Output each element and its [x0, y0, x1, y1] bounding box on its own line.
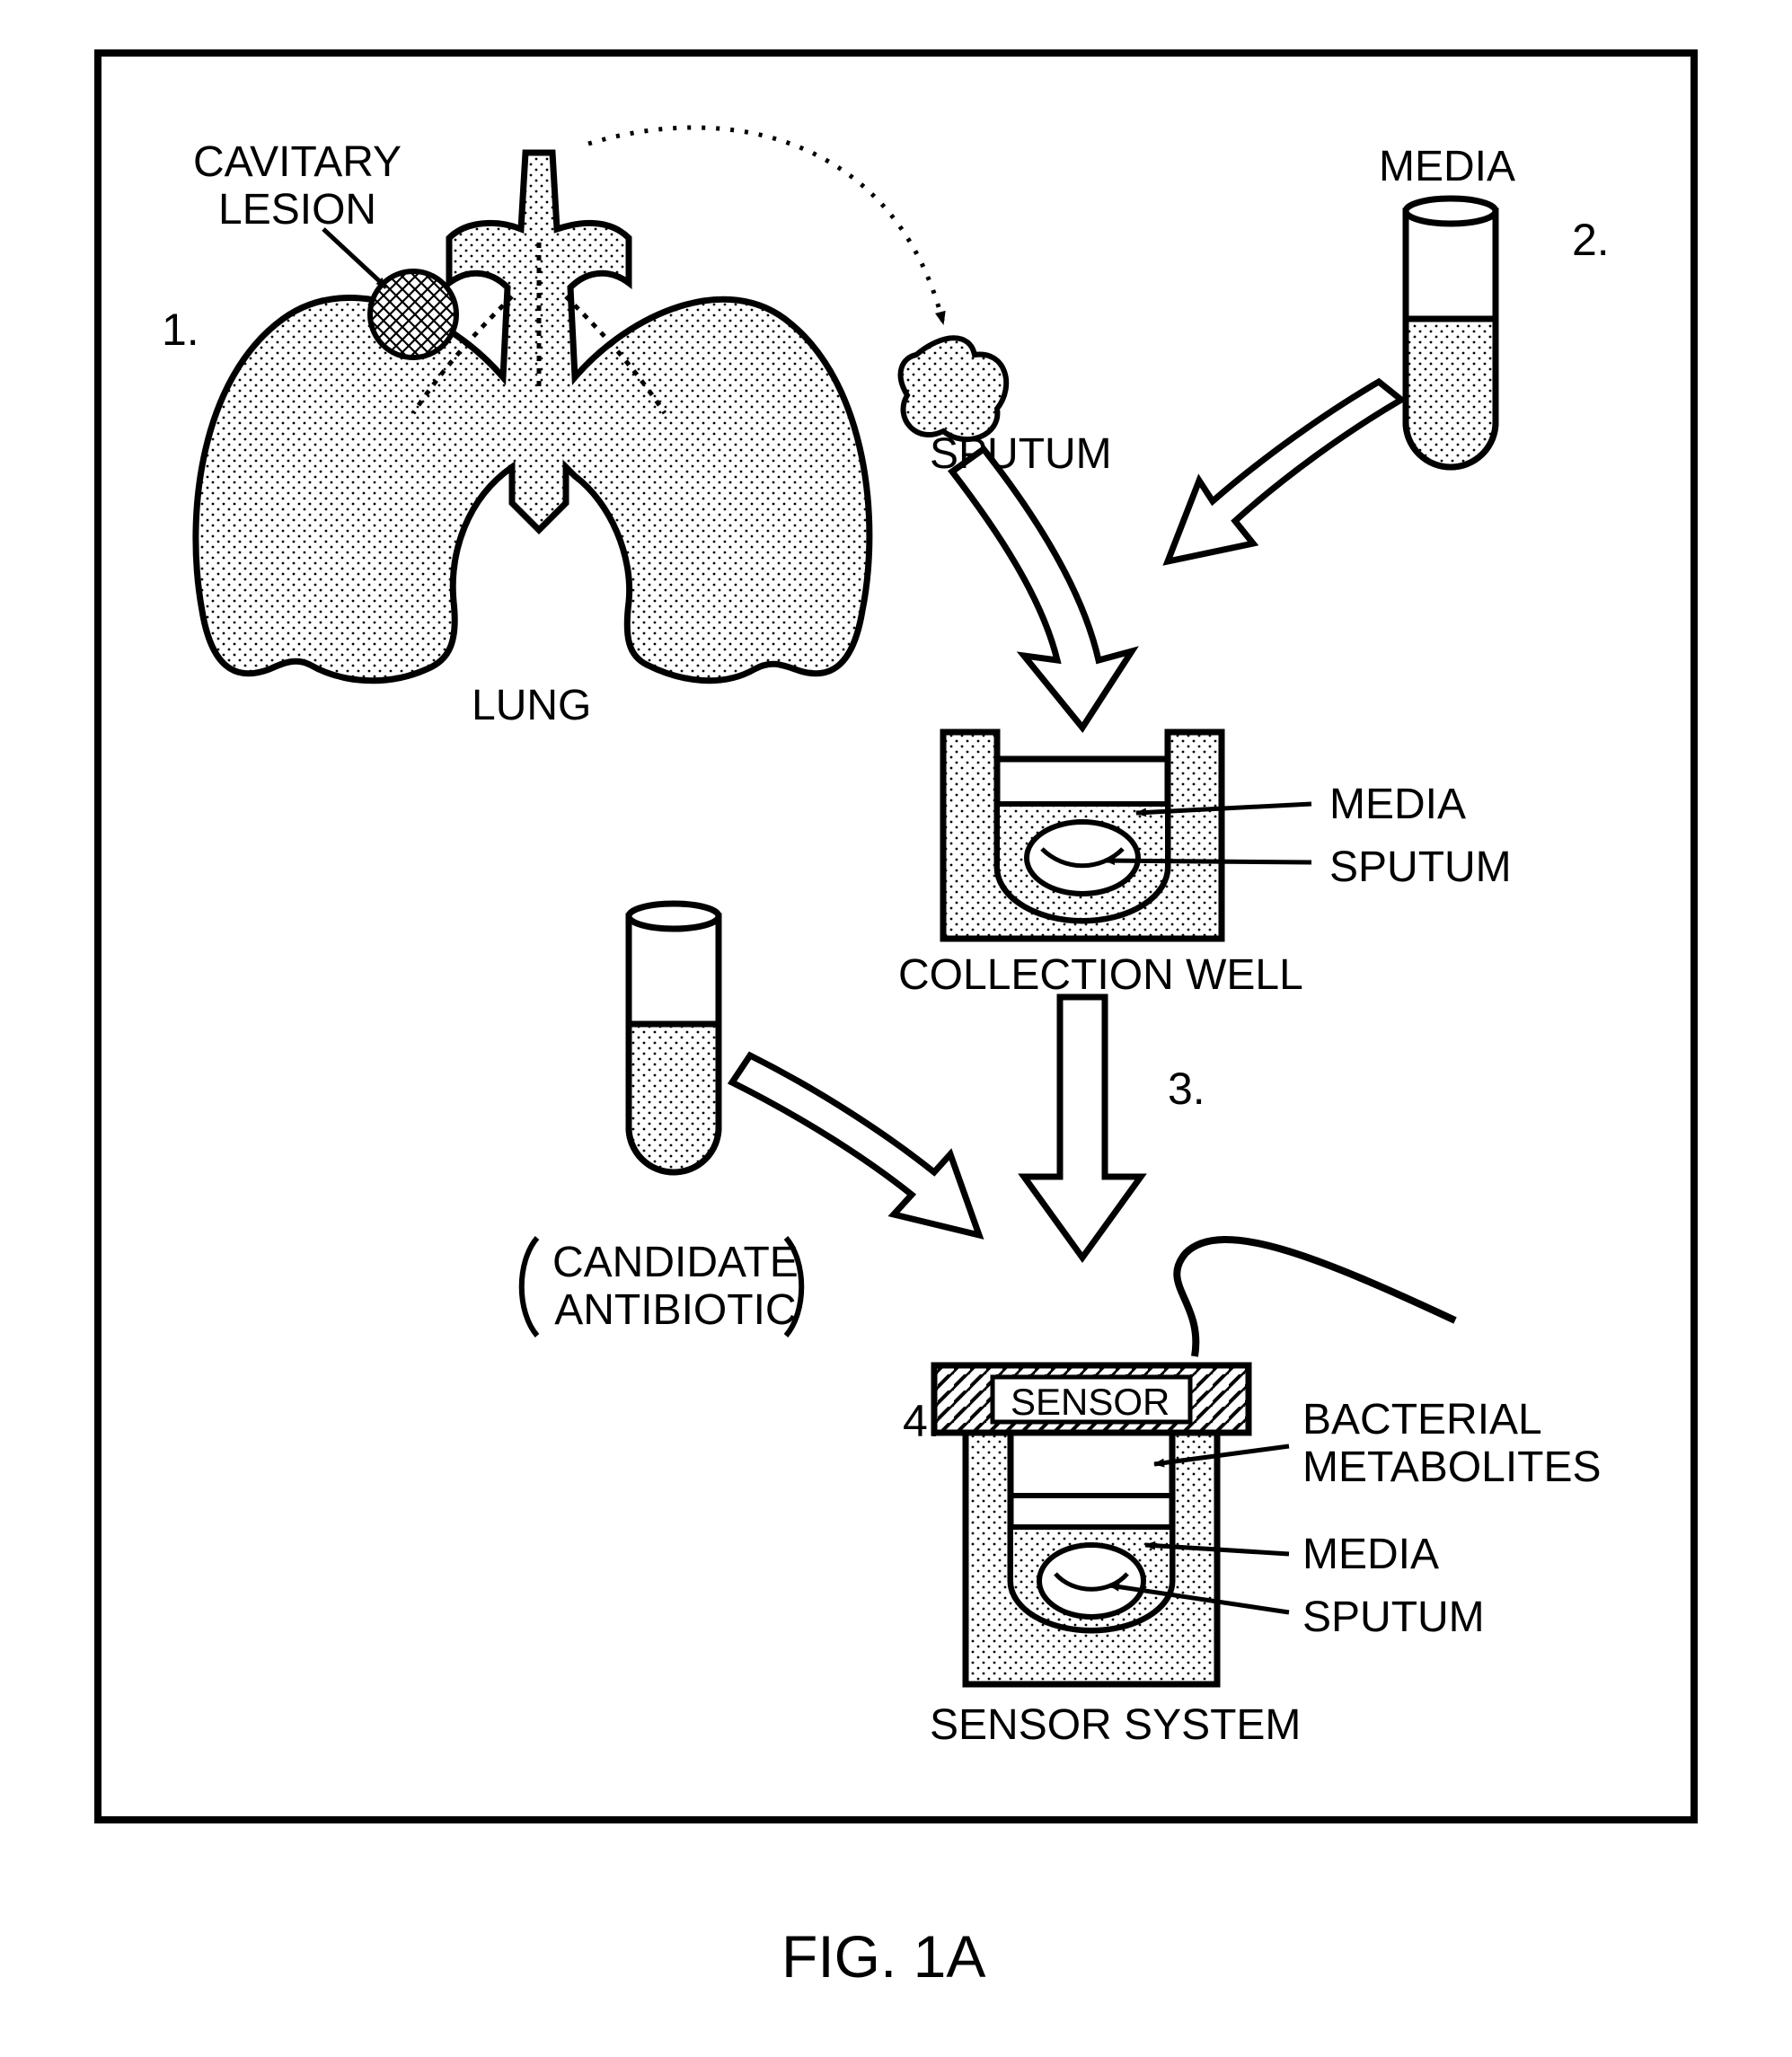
candidate-tube	[629, 904, 719, 1172]
label-sensor: SENSOR	[1011, 1382, 1170, 1423]
step-4: 4.	[903, 1397, 940, 1446]
arrow-media-well	[1168, 382, 1401, 561]
label-media-cw: MEDIA	[1329, 781, 1466, 829]
leader-cw-sputum	[1105, 861, 1311, 862]
label-sensor-sys: SENSOR SYSTEM	[930, 1702, 1301, 1750]
arrow-well-sensor	[1024, 997, 1141, 1258]
step-1: 1.	[162, 305, 199, 355]
collection-well	[943, 732, 1222, 939]
label-candidate: CANDIDATE ANTIBIOTIC	[552, 1240, 799, 1335]
media-tube	[1406, 199, 1496, 467]
step-3: 3.	[1168, 1064, 1205, 1114]
label-bact: BACTERIAL METABOLITES	[1302, 1397, 1602, 1492]
label-collection: COLLECTION WELL	[898, 952, 1303, 1000]
figure-caption: FIG. 1A	[781, 1922, 985, 1991]
label-media-top: MEDIA	[1379, 144, 1515, 191]
dotted-arrow-trachea	[588, 128, 943, 323]
label-sputum-ss: SPUTUM	[1302, 1594, 1485, 1642]
leader-lesion	[323, 229, 386, 287]
arrow-candidate-sensor	[732, 1055, 979, 1235]
arrow-sputum-well	[952, 449, 1132, 728]
diagram-svg	[0, 0, 1792, 2057]
label-sputum-top: SPUTUM	[930, 431, 1112, 479]
step-2: 2.	[1572, 216, 1610, 265]
label-lung: LUNG	[472, 683, 591, 730]
bracket-left	[522, 1238, 537, 1336]
label-sputum-cw: SPUTUM	[1329, 844, 1512, 892]
label-cavitary: CAVITARY LESION	[193, 139, 402, 234]
label-media-ss: MEDIA	[1302, 1532, 1439, 1579]
sputum-blob	[901, 338, 1007, 439]
